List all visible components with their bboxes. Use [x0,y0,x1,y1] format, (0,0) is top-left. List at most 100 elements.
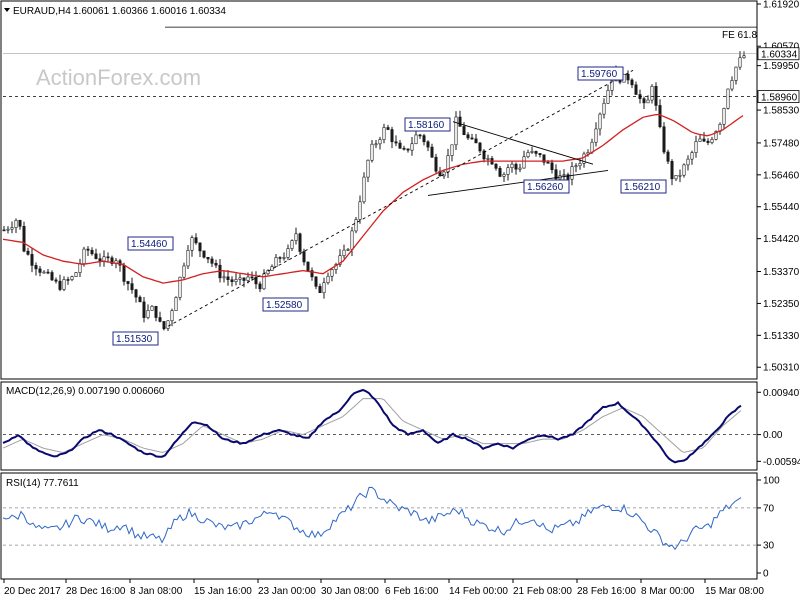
price-candle-body [502,174,506,177]
price-candle-body [390,129,394,143]
price-candle-body [690,152,694,160]
price-candle-body [78,263,82,273]
price-candle-body [730,80,734,90]
x-tick-label: 28 Dec 16:00 [66,586,126,597]
price-candle-body [50,272,54,281]
price-candle-body [326,275,330,283]
price-candle-body [38,268,42,273]
price-candle-body [630,79,634,86]
x-tick-label: 8 Jan 08:00 [130,586,183,597]
price-candle-body [626,73,630,81]
price-candle-body [110,257,114,264]
price-candle-body [582,153,586,164]
price-candle-body [450,144,454,156]
x-tick-label: 28 Feb 16:00 [577,586,636,597]
price-candle-body [594,128,598,143]
price-candle-body [482,150,486,160]
price-candle-body [26,250,30,255]
price-candle-body [706,140,710,143]
price-candle-body [434,156,438,172]
macd-plot [2,388,757,464]
price-candle-body [586,152,590,155]
price-candle-body [66,279,70,281]
price-candle-body [270,266,274,271]
price-candle-body [30,254,34,266]
price-candle-body [246,276,250,281]
price-candle-body [150,305,154,311]
price-candle-body [590,141,594,153]
price-candle-body [70,276,74,280]
price-candle-body [234,279,238,282]
price-ytick-label: 1.58530 [763,106,800,117]
rsi-line [2,486,742,551]
swing-annotation-label: 1.51530 [116,334,153,345]
price-candle-body [686,158,690,166]
price-candle-body [90,249,94,255]
price-candle-body [174,297,178,311]
price-candle-body [410,143,414,151]
price-candle-body [670,161,674,180]
rsi-ytick-label: 70 [763,503,775,514]
price-candle-body [206,256,210,260]
rsi-label: RSI(14) 77.7611 [6,478,79,489]
price-ytick-label: 1.53370 [763,267,800,278]
price-candle-body [514,163,518,170]
price-candle-body [406,148,410,151]
price-candle-body [734,66,738,81]
price-candle-body [478,142,482,152]
price-candle-body [662,126,666,153]
level-axis-box [757,90,800,104]
price-candle-body [54,279,58,282]
price-candle-body [602,102,606,115]
price-candle-body [254,276,258,285]
price-candle-body [714,131,718,140]
x-tick-label: 14 Feb 00:00 [449,586,508,597]
price-candle-body [354,219,358,232]
price-candle-body [298,233,302,252]
price-candle-body [358,201,362,220]
ema-line [2,113,744,284]
price-candle-body [418,134,422,137]
price-candle-body [498,168,502,177]
price-candle-body [130,283,134,291]
level-axis-box [757,47,800,61]
macd-ytick-label: 0.009407 [763,388,800,399]
macd-label: MACD(12,26,9) 0.007190 0.006060 [6,386,165,397]
symbol-dropdown-icon[interactable] [4,8,10,12]
fe-level-label: FE 61.8 [722,30,757,41]
price-candle-body [534,151,538,154]
price-candle-body [42,271,46,274]
price-candle-body [710,139,714,143]
price-candle-body [266,270,270,275]
price-candle-body [554,169,558,180]
price-candle-body [422,135,426,143]
price-candle-body [342,249,346,256]
price-candle-body [574,165,578,168]
price-candle-body [198,242,202,252]
watermark: ActionForex.com [36,65,201,90]
price-candle-body [650,86,654,101]
swing-annotation-box [127,236,174,251]
price-candle-body [346,249,350,251]
macd-ytick-label: -0.00594 [763,457,800,468]
price-candle-body [510,163,514,168]
x-tick-label: 8 Mar 00:00 [641,586,695,597]
price-candle-body [642,98,646,104]
price-ytick-label: 1.61920 [763,0,800,11]
price-candle-body [178,276,182,298]
price-candle-body [674,175,678,180]
price-candle-body [98,258,102,262]
price-candle-body [698,138,702,142]
price-candle-body [82,248,86,264]
price-ytick-label: 1.56460 [763,170,800,181]
price-candle-body [542,154,546,163]
price-candle-body [58,280,62,290]
price-candle-body [290,240,294,249]
price-candle-body [306,261,310,271]
price-candle-body [598,113,602,130]
price-candle-body [398,142,402,149]
price-candle-body [610,80,614,91]
symbol-label: EURAUD,H4 [13,6,71,17]
price-candle-body [658,105,662,128]
